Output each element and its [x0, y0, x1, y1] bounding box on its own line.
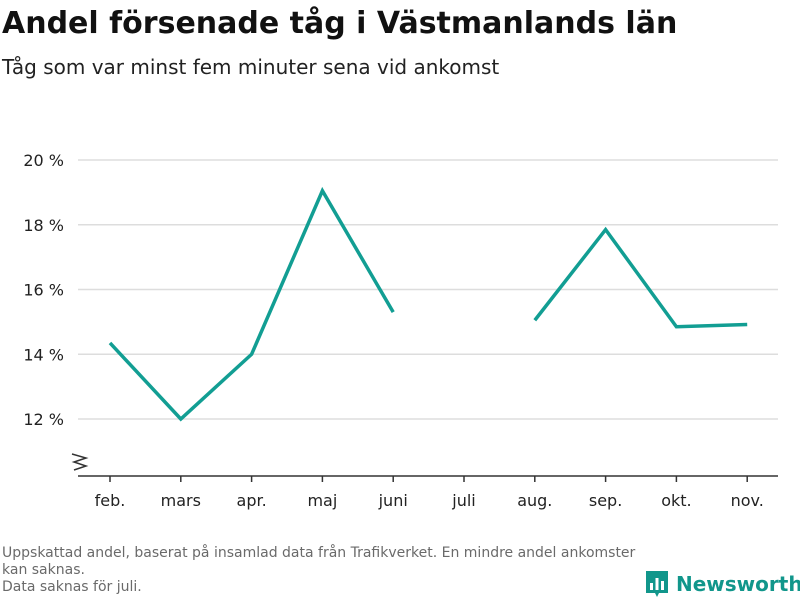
brand-name: Newsworthy [676, 572, 800, 596]
x-tick-label: juli [451, 491, 475, 510]
series-line [108, 186, 395, 422]
axis-break-icon [71, 453, 89, 471]
bar-chart-logo-icon [646, 571, 668, 597]
gridlines [78, 159, 778, 420]
y-tick-label: 20 % [23, 151, 64, 170]
series-line [533, 226, 748, 329]
x-tick-label: apr. [237, 491, 267, 510]
chart-title: Andel försenade tåg i Västmanlands län [2, 6, 678, 41]
y-axis: 12 % 14 % 16 % 18 % 20 % [23, 151, 89, 471]
x-tick-label: feb. [95, 491, 126, 510]
x-tick-label: sep. [589, 491, 622, 510]
y-tick-label: 12 % [23, 410, 64, 429]
x-tick-label: mars [161, 491, 201, 510]
footnote: Uppskattad andel, baserat på insamlad da… [2, 545, 642, 596]
series-lines [108, 186, 748, 422]
y-tick-label: 16 % [23, 281, 64, 300]
footnote-missing-data: Data saknas för juli. [2, 579, 142, 595]
x-tick-label: okt. [661, 491, 691, 510]
x-tick-label: juni [378, 491, 408, 510]
chart-subtitle: Tåg som var minst fem minuter sena vid a… [2, 55, 500, 79]
footnote-source: Uppskattad andel, baserat på insamlad da… [2, 545, 636, 578]
y-tick-label: 14 % [23, 345, 64, 364]
x-axis: feb. mars apr. maj juni juli aug. sep. okt. nov. [78, 475, 778, 510]
brand-logo: Newsworthy [644, 568, 800, 600]
x-tick-label: aug. [517, 491, 552, 510]
x-tick-label: maj [307, 491, 337, 510]
line-chart: 12 % 14 % 16 % 18 % 20 % feb. mars apr. maj juni… [23, 151, 778, 510]
x-tick-label: nov. [731, 491, 764, 510]
y-tick-label: 18 % [23, 216, 64, 235]
